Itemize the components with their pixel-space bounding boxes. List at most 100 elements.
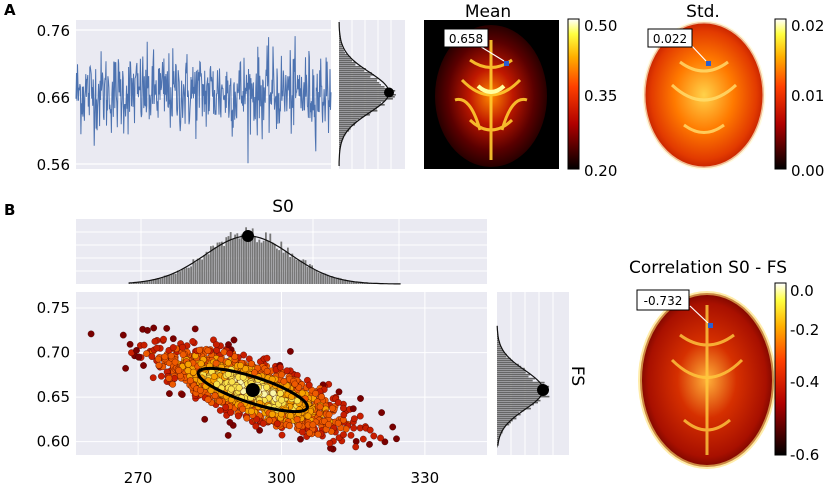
- fs-histogram-bar: [497, 367, 525, 370]
- scatter-point: [231, 353, 239, 360]
- scatter-point: [230, 336, 238, 344]
- s0-histogram-bar: [168, 274, 170, 284]
- correlation-colorbar-tick-3: -0.6: [790, 446, 819, 464]
- fs-histogram-bar: [497, 403, 534, 406]
- fs-histogram-bar: [497, 377, 535, 380]
- s0-density-curve: [128, 235, 401, 285]
- scatter-point: [268, 410, 276, 418]
- scatter-point: [160, 335, 167, 343]
- correlation-colorbar-tick-2: -0.4: [790, 373, 819, 391]
- scatter-point: [325, 411, 333, 418]
- trace-marginal-bar: [339, 38, 341, 40]
- s0-histogram-bar: [322, 274, 324, 284]
- mean-annotation-arrow: [477, 44, 505, 62]
- s0-histogram-bar: [130, 282, 133, 284]
- s0-histogram-bar: [300, 260, 302, 284]
- s0-histogram-bar: [287, 247, 289, 284]
- scatter-point: [335, 388, 343, 396]
- scatter-point: [235, 384, 243, 392]
- scatter-ytick-2: 0.65: [37, 388, 70, 406]
- s0-histogram-bar: [245, 227, 247, 284]
- s0-histogram-bar: [260, 242, 263, 284]
- trace-marginal-bar: [339, 50, 344, 52]
- scatter-point: [242, 365, 249, 373]
- trace-marginal-bar: [339, 64, 356, 66]
- mean-annotation-value: 0.658: [449, 32, 483, 46]
- scatter-point: [213, 380, 221, 388]
- panel-letter-b: B: [4, 201, 15, 219]
- s0-histogram-bar: [139, 281, 142, 284]
- correlation-annotation-value: -0.732: [644, 294, 683, 308]
- trace-marginal-bar: [339, 36, 341, 38]
- trace-marginal-bar: [339, 122, 357, 124]
- scatter-point: [277, 390, 284, 397]
- s0-histogram-bar: [207, 254, 210, 284]
- mean-voxel-marker: [504, 61, 509, 66]
- trace-marginal-bar: [339, 40, 341, 42]
- fs-histogram-bar: [497, 411, 519, 414]
- scatter-point: [191, 325, 199, 333]
- scatter-point: [204, 347, 212, 355]
- trace-ytick-2: 0.56: [37, 156, 70, 174]
- scatter-point: [158, 372, 165, 380]
- s0-histogram-bar: [243, 235, 245, 284]
- trace-marginal-peak-marker: [384, 87, 394, 98]
- scatter-point: [226, 350, 234, 357]
- scatter-point: [211, 392, 219, 399]
- scatter-point: [312, 390, 319, 397]
- s0-histogram-bar: [148, 280, 151, 284]
- mean-map-title: Mean: [465, 2, 511, 22]
- trace-marginal-bar: [339, 116, 364, 118]
- scatter-point: [334, 419, 342, 427]
- trace-marginal-bar: [339, 100, 385, 102]
- s0-histogram: S0: [76, 197, 487, 285]
- s0-histogram-bar: [216, 242, 219, 284]
- trace-marginal-bar: [339, 88, 390, 90]
- s0-histogram-bar: [326, 274, 329, 284]
- s0-histogram-bar: [295, 259, 298, 284]
- fs-histogram-bar: [497, 385, 550, 388]
- s0-histogram-bar: [161, 277, 164, 284]
- s0-histogram-bar: [335, 278, 338, 284]
- s0-histogram-bar: [188, 267, 190, 284]
- s0-histogram-bar: [225, 237, 228, 284]
- s0-histogram-bar: [159, 278, 162, 284]
- scatter-point: [239, 405, 246, 413]
- scatter-point: [263, 367, 271, 375]
- scatter-point: [243, 414, 251, 422]
- scatter-point: [166, 390, 173, 397]
- trace-marginal-bar: [339, 80, 377, 82]
- scatter-point: [350, 424, 358, 432]
- scatter-point: [357, 395, 364, 402]
- s0-histogram-bar: [234, 234, 236, 284]
- s0-histogram-bar: [282, 252, 285, 284]
- scatter-point: [389, 423, 397, 431]
- fs-histogram-bar: [497, 371, 526, 374]
- s0-histogram-bar: [317, 272, 320, 284]
- s0-histogram-bar: [350, 281, 353, 284]
- scatter-confidence-ellipse: [196, 366, 309, 414]
- s0-histogram-bar: [289, 257, 291, 284]
- scatter-point: [122, 364, 129, 372]
- scatter-point: [340, 404, 347, 412]
- scatter-point: [149, 374, 157, 382]
- s0-histogram-bar: [306, 267, 309, 284]
- scatter-point: [151, 338, 159, 345]
- trace-marginal-bar: [339, 52, 346, 54]
- s0-histogram-bar: [267, 240, 269, 284]
- fs-histogram-bar: [497, 419, 513, 422]
- s0-histogram-bar: [137, 281, 140, 284]
- trace-marginal-bar: [339, 118, 360, 120]
- mean-annotation-box: [443, 28, 489, 48]
- fs-histogram-bar: [497, 413, 521, 416]
- trace-marginal-bar: [339, 120, 357, 122]
- scatter-point: [318, 393, 325, 401]
- scatter-point: [133, 347, 140, 354]
- scatter-point: [325, 421, 333, 428]
- scatter-point: [148, 353, 156, 360]
- fs-histogram-bar: [497, 347, 502, 350]
- scatter-point: [87, 330, 95, 338]
- scatter-point: [316, 410, 323, 417]
- scatter-point: [370, 432, 378, 440]
- scatter-point: [140, 362, 147, 369]
